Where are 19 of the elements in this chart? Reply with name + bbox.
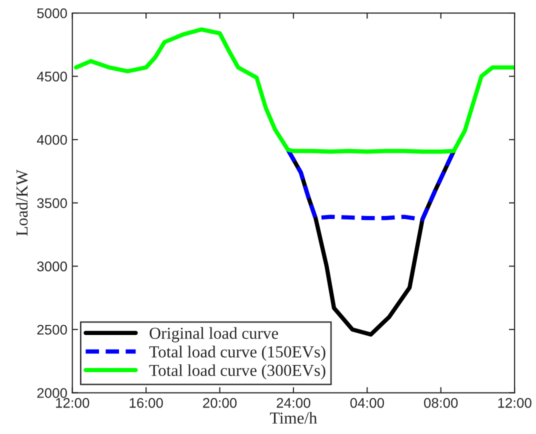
y-tick-label: 3000 xyxy=(37,262,67,272)
y-tick-label: 5000 xyxy=(37,8,67,18)
x-tick-label: 12:00 xyxy=(498,398,532,408)
y-tick-label: 4000 xyxy=(36,134,67,145)
y-axis-title: Load/KW xyxy=(16,170,28,236)
x-tick-label: 16:00 xyxy=(130,398,163,408)
x-tick-label: 12:00 xyxy=(56,398,90,408)
y-tick-label: 4500 xyxy=(36,72,67,82)
x-tick-label: 24:00 xyxy=(276,398,310,408)
x-tick-label: 20:00 xyxy=(203,398,237,408)
y-tick-label: 2500 xyxy=(37,324,67,335)
x-tick-label: 04:00 xyxy=(350,398,384,408)
x-tick-label: 08:00 xyxy=(424,398,458,408)
legend-label: Original load curve xyxy=(150,327,278,342)
legend-label: Total load curve (150EVs) xyxy=(149,346,326,361)
y-tick-label: 2000 xyxy=(37,388,67,398)
legend-label: Total load curve (300EVs) xyxy=(149,364,326,380)
x-axis-title: Time/h xyxy=(270,412,318,424)
y-tick-label: 3500 xyxy=(37,198,67,208)
